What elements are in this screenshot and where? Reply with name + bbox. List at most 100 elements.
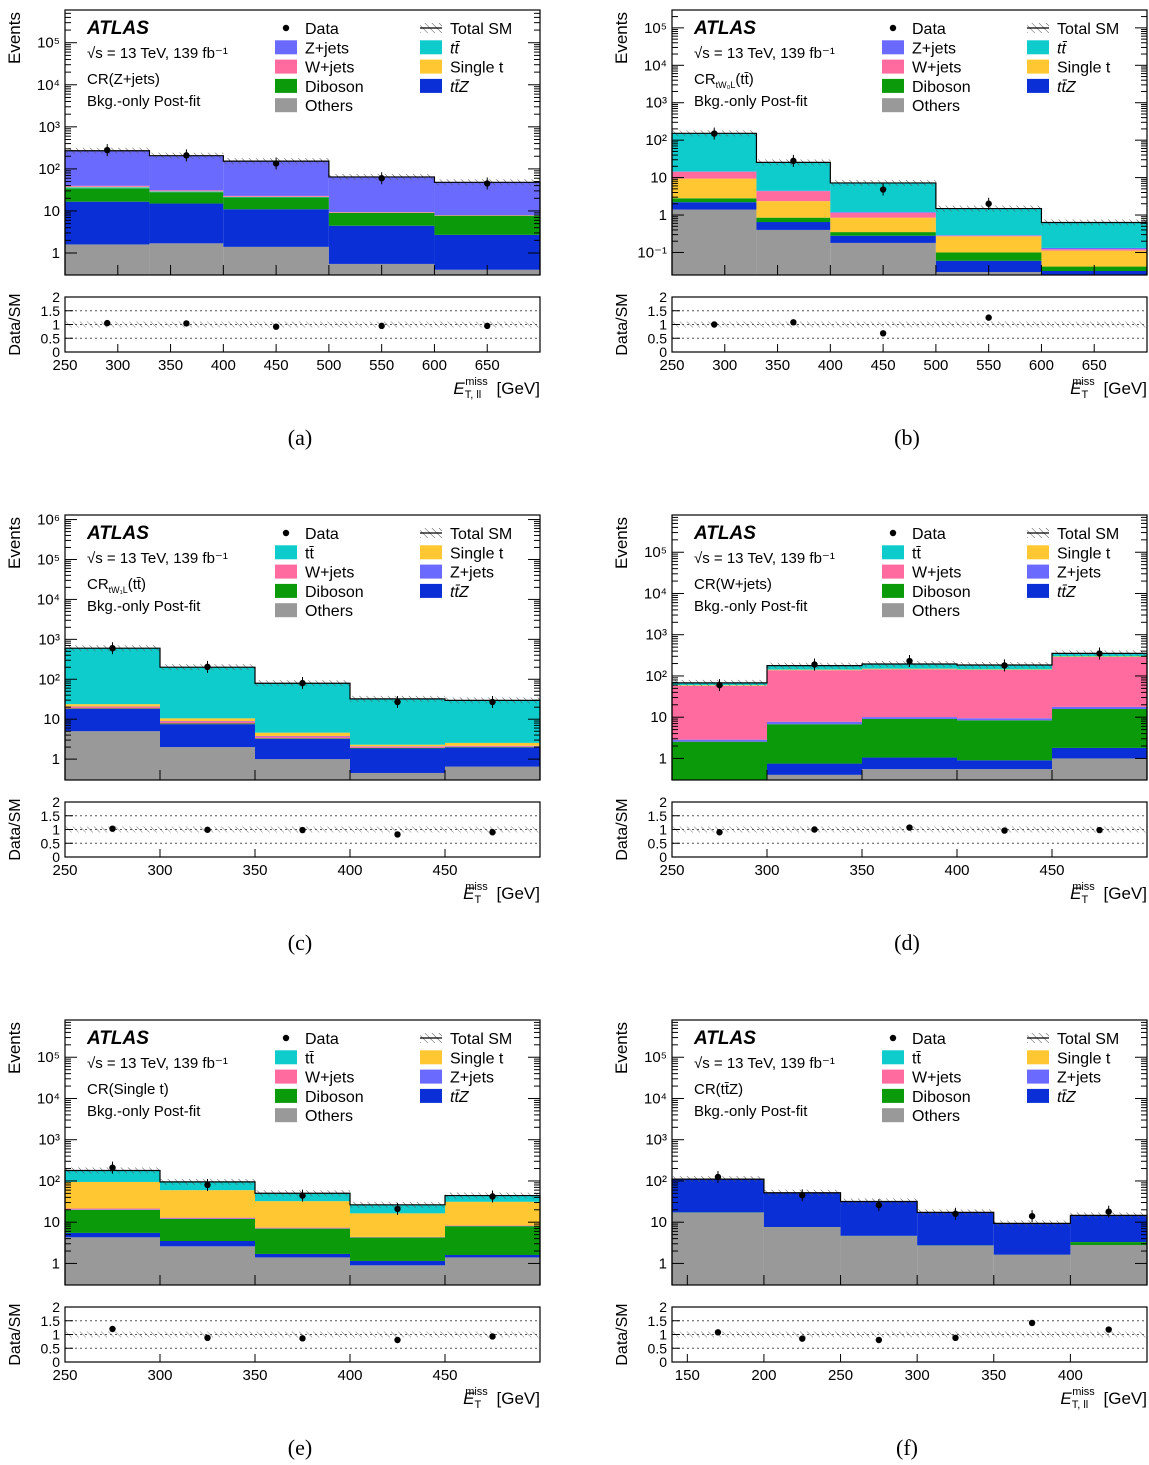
ratio-point [394,1337,400,1343]
legend-label: Z+jets [912,40,956,57]
legend-swatch [420,545,442,559]
legend-label: Data [305,526,339,543]
data-point [104,147,110,153]
legend-label: Single t [1057,545,1111,562]
bar-wjets [756,191,830,201]
x-tick-label: 450 [432,1367,457,1384]
x-tick-label: 300 [147,1367,172,1384]
bar-diboson [767,724,862,763]
legend-label: Diboson [305,1089,364,1106]
legend-swatch [1027,584,1049,598]
bar-others [994,1255,1071,1285]
legend-label: tt̄ [1057,40,1068,57]
ratio-point [183,320,189,326]
y-tick-label: 10 [650,1214,667,1231]
bar-single_t [350,745,445,747]
legend-swatch [882,603,904,617]
legend-swatch [1027,40,1049,54]
bar-wjets [830,213,936,218]
y-axis-title: Events [5,517,24,569]
energy-label: √s = 13 TeV, 139 fb⁻¹ [694,550,835,567]
y-tick-label: 10⁴ [644,57,667,74]
bar-wjets [255,736,350,738]
y-tick-label: 10³ [645,627,667,644]
y-tick-label: 10³ [38,631,60,648]
y-axis-title: Events [612,12,631,64]
x-tick-label: 350 [849,862,874,879]
ratio-point [1096,827,1102,833]
legend-swatch [1027,1050,1049,1064]
y-tick-label: 10⁴ [644,1090,667,1107]
bar-others [862,769,957,780]
bar-wjets [65,186,149,187]
legend-label: Z+jets [1057,565,1101,582]
caption-f: (f) [867,1435,947,1461]
x-tick-label: 350 [242,1367,267,1384]
ratio-point [489,829,495,835]
x-tick-label: 250 [828,1367,853,1384]
legend-label: Data [912,21,946,38]
bar-single_t [862,669,957,670]
ratio-point [299,827,305,833]
y-tick-label: 10² [38,161,60,178]
bar-diboson [350,1238,445,1261]
legend-label: Total SM [450,21,512,38]
data-point [880,186,886,192]
ratio-band [672,1332,1147,1338]
bar-ttz [223,209,329,247]
bar-others [149,243,223,275]
ratio-band [672,322,1147,328]
data-point [204,664,210,670]
legend-swatch [275,584,297,598]
data-point [489,1193,495,1199]
legend-label: Data [305,1031,339,1048]
bar-zjets [830,212,936,213]
legend-swatch [1027,545,1049,559]
legend-swatch [882,40,904,54]
bar-ttz [756,222,830,230]
y-tick-label: 10 [650,709,667,726]
fit-label: Bkg.-only Post-fit [694,93,808,110]
data-point [109,645,115,651]
legend-swatch [882,1050,904,1064]
x-tick-label: 500 [316,357,341,374]
legend-label: Z+jets [305,40,349,57]
bar-single_t [65,1182,160,1209]
x-tick-label: 450 [264,357,289,374]
y-tick-label: 1 [659,750,667,767]
legend-label: Others [305,98,353,115]
x-tick-label: 250 [659,357,684,374]
ratio-axis-title: Data/SM [614,798,631,860]
legend-label: tt̄ [912,545,921,562]
bar-ttbar [65,187,149,188]
ratio-axis-title: Data/SM [614,293,631,355]
data-point [183,152,189,158]
legend-swatch [882,1089,904,1103]
bar-others [445,1257,540,1285]
data-point [1105,1208,1111,1214]
bar-wjets [65,707,160,709]
data-point [1001,662,1007,668]
legend-label: W+jets [912,1070,961,1087]
data-point [378,175,384,181]
legend-swatch [882,1070,904,1084]
data-point [489,699,495,705]
bar-ttz [957,760,1052,769]
bar-others [160,747,255,780]
data-point [109,1164,115,1170]
ratio-point [952,1335,958,1341]
bar-single_t [830,218,936,232]
legend-label: Data [912,1031,946,1048]
energy-label: √s = 13 TeV, 139 fb⁻¹ [87,1055,228,1072]
data-point [715,1174,721,1180]
y-tick-label: 1 [659,207,667,224]
legend-label: Total SM [1057,526,1119,543]
legend-swatch [275,79,297,93]
legend-label: Diboson [912,584,971,601]
bar-wjets [1041,249,1147,250]
bar-single_t [160,1190,255,1217]
legend-data-marker [890,25,896,31]
legend-label: Single t [1057,1050,1111,1067]
